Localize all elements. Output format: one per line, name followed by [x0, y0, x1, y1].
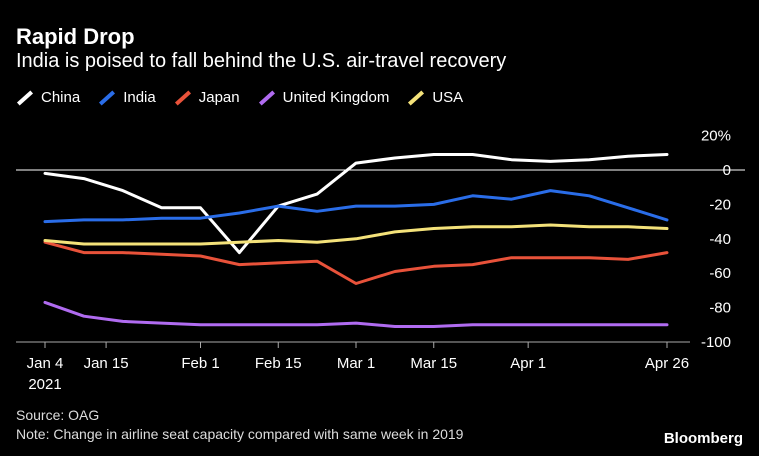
chart-subtitle: India is poised to fall behind the U.S. …: [16, 50, 507, 72]
x-tick-label: Jan 4: [27, 355, 64, 372]
x-tick-label: Feb 1: [181, 355, 219, 372]
legend-label: USA: [432, 89, 464, 106]
y-tick-label: -60: [709, 265, 731, 282]
x-tick-year-label: 2021: [28, 376, 61, 393]
x-tick-label: Feb 15: [255, 355, 302, 372]
x-tick-label: Apr 1: [510, 355, 546, 372]
methodology-note: Note: Change in airline seat capacity co…: [16, 426, 464, 442]
source-note: Source: OAG: [16, 407, 100, 423]
legend-label: China: [41, 89, 81, 106]
y-tick-label: -40: [709, 231, 731, 248]
legend-item-usa: USA: [407, 89, 463, 106]
x-tick-label: Jan 15: [84, 355, 129, 372]
y-tick-label: 20%: [701, 128, 731, 145]
y-tick-label: 0: [723, 162, 731, 179]
series-line-united-kingdom: [43, 300, 669, 328]
legend-item-japan: Japan: [174, 89, 240, 106]
y-tick-label: -20: [709, 196, 731, 213]
legend: China India Japan United Kingdom USA: [16, 89, 481, 106]
legend-label: India: [123, 89, 156, 106]
series-line-india: [43, 189, 669, 224]
x-tick-label: Mar 1: [337, 355, 375, 372]
series-line-japan: [43, 240, 669, 285]
legend-item-united-kingdom: United Kingdom: [258, 89, 390, 106]
legend-label: Japan: [198, 89, 240, 106]
series-line-usa: [43, 223, 669, 246]
legend-item-china: China: [16, 89, 80, 106]
x-tick-label: Apr 26: [645, 355, 689, 372]
x-tick-label: Mar 15: [410, 355, 457, 372]
y-tick-label: -80: [709, 300, 731, 317]
series-line-china: [43, 153, 669, 255]
legend-item-india: India: [98, 89, 156, 106]
y-tick-label: -100: [701, 334, 731, 351]
bloomberg-logo: Bloomberg: [663, 430, 743, 447]
legend-label: United Kingdom: [282, 89, 390, 106]
chart-title: Rapid Drop: [16, 24, 135, 49]
